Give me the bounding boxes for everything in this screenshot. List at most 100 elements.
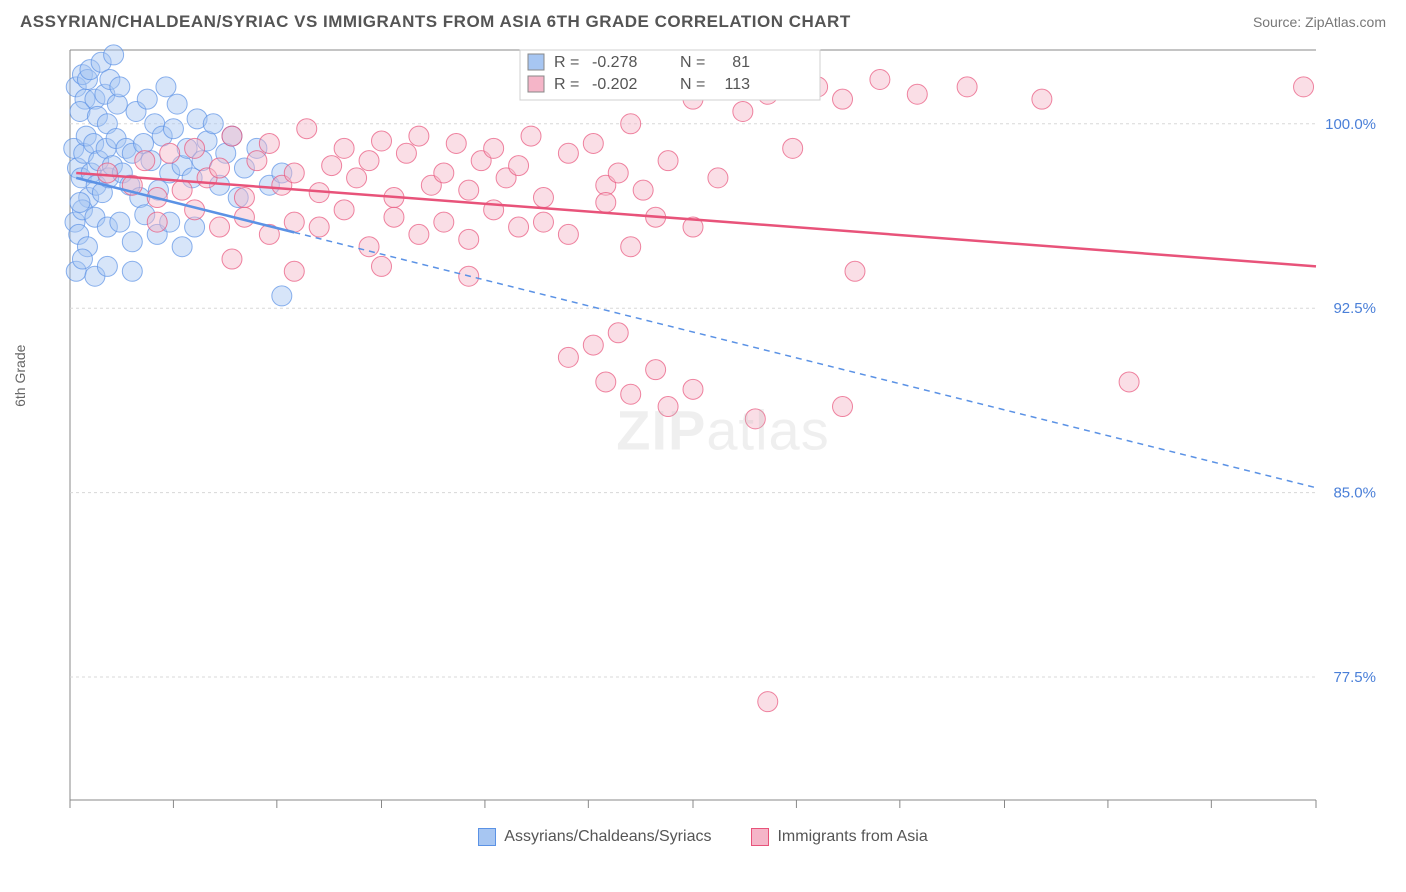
scatter-point — [758, 692, 778, 712]
legend-swatch — [528, 76, 544, 92]
scatter-point — [1294, 77, 1314, 97]
scatter-point — [1032, 89, 1052, 109]
legend-n-value: 81 — [732, 54, 750, 71]
bottom-legend: Assyrians/Chaldeans/Syriacs Immigrants fr… — [0, 828, 1406, 846]
legend-n-label: N = — [680, 76, 705, 93]
scatter-point — [733, 101, 753, 121]
scatter-point — [372, 131, 392, 151]
scatter-point — [284, 212, 304, 232]
scatter-point — [334, 138, 354, 158]
scatter-point — [870, 70, 890, 90]
scatter-point — [322, 156, 342, 176]
scatter-point — [137, 89, 157, 109]
scatter-point — [596, 372, 616, 392]
scatter-point — [334, 200, 354, 220]
y-tick-label: 85.0% — [1333, 485, 1376, 502]
scatter-point — [845, 261, 865, 281]
scatter-point — [596, 192, 616, 212]
scatter-point — [163, 119, 183, 139]
scatter-point — [646, 360, 666, 380]
scatter-point — [122, 232, 142, 252]
scatter-point — [434, 212, 454, 232]
regression-line-extrapolated — [294, 232, 1316, 487]
bottom-legend-item: Immigrants from Asia — [751, 828, 927, 846]
chart-header: ASSYRIAN/CHALDEAN/SYRIAC VS IMMIGRANTS F… — [0, 0, 1406, 40]
scatter-point — [110, 212, 130, 232]
scatter-point — [621, 114, 641, 134]
legend-swatch — [478, 828, 496, 846]
scatter-point — [160, 143, 180, 163]
scatter-point — [222, 126, 242, 146]
scatter-point — [135, 151, 155, 171]
chart-title: ASSYRIAN/CHALDEAN/SYRIAC VS IMMIGRANTS F… — [20, 12, 851, 32]
scatter-point — [633, 180, 653, 200]
scatter-point — [122, 261, 142, 281]
scatter-point — [509, 156, 529, 176]
scatter-point — [210, 217, 230, 237]
scatter-point — [833, 397, 853, 417]
bottom-legend-item: Assyrians/Chaldeans/Syriacs — [478, 828, 711, 846]
scatter-point — [147, 212, 167, 232]
scatter-point — [608, 163, 628, 183]
scatter-point — [185, 138, 205, 158]
y-tick-label: 77.5% — [1333, 669, 1376, 686]
scatter-point — [484, 138, 504, 158]
scatter-point — [409, 224, 429, 244]
scatter-point — [621, 237, 641, 257]
y-axis-label: 6th Grade — [12, 345, 28, 407]
scatter-point — [558, 224, 578, 244]
scatter-point — [1119, 372, 1139, 392]
legend-series-label: Assyrians/Chaldeans/Syriacs — [504, 828, 711, 846]
scatter-point — [284, 163, 304, 183]
scatter-point — [621, 384, 641, 404]
scatter-point — [97, 163, 117, 183]
scatter-point — [683, 379, 703, 399]
scatter-point — [533, 212, 553, 232]
scatter-point — [583, 133, 603, 153]
scatter-point — [521, 126, 541, 146]
scatter-point — [104, 45, 124, 65]
scatter-point — [446, 133, 466, 153]
scatter-point — [957, 77, 977, 97]
y-tick-label: 100.0% — [1325, 116, 1376, 133]
scatter-point — [359, 237, 379, 257]
scatter-point — [558, 143, 578, 163]
scatter-plot: 77.5%85.0%92.5%100.0%0.0%100.0%R =-0.278… — [60, 40, 1386, 820]
scatter-point — [222, 249, 242, 269]
scatter-point — [172, 180, 192, 200]
scatter-point — [658, 397, 678, 417]
scatter-point — [533, 188, 553, 208]
legend-r-value: -0.202 — [592, 76, 637, 93]
scatter-point — [259, 133, 279, 153]
scatter-point — [172, 237, 192, 257]
scatter-point — [509, 217, 529, 237]
scatter-point — [384, 207, 404, 227]
scatter-point — [297, 119, 317, 139]
scatter-point — [783, 138, 803, 158]
legend-r-label: R = — [554, 76, 579, 93]
scatter-point — [247, 151, 267, 171]
scatter-point — [372, 256, 392, 276]
legend-series-label: Immigrants from Asia — [777, 828, 927, 846]
scatter-point — [309, 217, 329, 237]
legend-n-value: 113 — [724, 76, 750, 93]
scatter-point — [558, 347, 578, 367]
scatter-point — [459, 229, 479, 249]
scatter-point — [272, 286, 292, 306]
scatter-point — [234, 188, 254, 208]
scatter-point — [167, 94, 187, 114]
y-tick-label: 92.5% — [1333, 300, 1376, 317]
regression-line — [76, 173, 1316, 266]
scatter-point — [72, 249, 92, 269]
scatter-point — [107, 94, 127, 114]
scatter-point — [434, 163, 454, 183]
scatter-point — [708, 168, 728, 188]
scatter-point — [745, 409, 765, 429]
legend-r-value: -0.278 — [592, 54, 637, 71]
scatter-point — [359, 151, 379, 171]
scatter-point — [210, 158, 230, 178]
legend-r-label: R = — [554, 54, 579, 71]
scatter-point — [409, 126, 429, 146]
scatter-point — [907, 84, 927, 104]
scatter-point — [97, 256, 117, 276]
